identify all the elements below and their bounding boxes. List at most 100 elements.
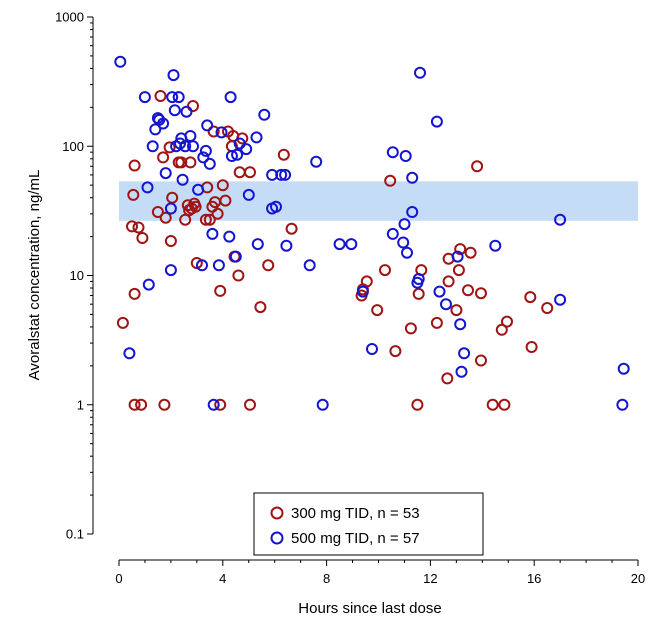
data-point-500mg bbox=[406, 206, 419, 218]
legend-box bbox=[253, 492, 484, 556]
data-point-300mg bbox=[471, 160, 484, 173]
data-point-300mg bbox=[475, 354, 487, 367]
data-point-500mg bbox=[223, 230, 236, 243]
y-tick-label: 0.1 bbox=[66, 527, 84, 542]
data-point-500mg bbox=[316, 398, 329, 411]
data-point-300mg bbox=[389, 345, 402, 358]
legend: 300 mg TID, n = 53 500 mg TID, n = 57 bbox=[253, 492, 484, 556]
data-point-500mg bbox=[240, 143, 253, 156]
data-point-500mg bbox=[397, 236, 410, 249]
data-point-500mg bbox=[172, 91, 185, 104]
data-point-500mg bbox=[176, 173, 189, 186]
data-point-300mg bbox=[203, 213, 216, 226]
data-point-300mg bbox=[262, 259, 275, 272]
data-point-500mg bbox=[489, 239, 502, 252]
data-point-500mg bbox=[114, 55, 127, 68]
data-point-500mg bbox=[167, 69, 180, 82]
legend-marker-500mg bbox=[270, 531, 284, 545]
data-point-500mg bbox=[433, 285, 446, 298]
data-point-500mg bbox=[554, 293, 567, 306]
x-tick-label: 20 bbox=[631, 571, 645, 586]
data-point-300mg bbox=[442, 275, 455, 288]
data-point-300mg bbox=[128, 287, 141, 300]
data-point-500mg bbox=[201, 119, 214, 132]
y-axis-title: Avoralstat concentration, ng/mL bbox=[26, 170, 43, 381]
data-point-300mg bbox=[462, 284, 474, 297]
data-point-300mg bbox=[157, 151, 170, 164]
data-point-300mg bbox=[151, 206, 164, 218]
legend-label-300mg: 300 mg TID, n = 53 bbox=[291, 505, 420, 522]
data-point-300mg bbox=[360, 275, 373, 288]
y-tick-label: 100 bbox=[62, 139, 84, 154]
data-point-500mg bbox=[159, 167, 172, 180]
y-axis-ticks: 0.1 1 10 100 1000 bbox=[55, 10, 93, 542]
data-point-300mg bbox=[136, 232, 149, 244]
data-point-300mg bbox=[285, 222, 298, 235]
data-point-300mg bbox=[116, 316, 129, 329]
data-point-500mg bbox=[225, 150, 238, 162]
data-point-300mg bbox=[525, 341, 538, 353]
data-point-500mg bbox=[123, 347, 136, 360]
data-point-500mg bbox=[164, 202, 177, 215]
data-point-300mg bbox=[464, 246, 477, 259]
data-point-300mg bbox=[211, 207, 224, 220]
data-point-300mg bbox=[475, 287, 487, 300]
data-point-500mg bbox=[197, 151, 210, 164]
data-point-300mg bbox=[127, 188, 140, 201]
data-point-500mg bbox=[554, 213, 567, 226]
data-point-300mg bbox=[498, 398, 511, 411]
data-point-500mg bbox=[451, 250, 464, 263]
data-point-500mg bbox=[207, 398, 220, 411]
data-point-500mg bbox=[616, 398, 629, 411]
y-tick-label: 10 bbox=[70, 268, 84, 283]
data-point-300mg bbox=[277, 148, 290, 161]
data-point-500mg bbox=[196, 259, 208, 272]
data-point-500mg bbox=[430, 115, 443, 128]
data-point-300mg bbox=[207, 125, 220, 138]
data-point-300mg bbox=[135, 398, 148, 411]
x-tick-label: 8 bbox=[323, 571, 330, 586]
data-point-500mg bbox=[184, 130, 197, 142]
legend-label-500mg: 500 mg TID, n = 57 bbox=[291, 530, 420, 547]
data-point-500mg bbox=[617, 362, 630, 375]
data-point-500mg bbox=[258, 108, 271, 121]
data-point-300mg bbox=[216, 179, 229, 192]
data-point-300mg bbox=[430, 316, 443, 329]
data-point-500mg bbox=[280, 239, 293, 252]
data-point-300mg bbox=[126, 220, 138, 233]
data-point-300mg bbox=[244, 398, 256, 411]
data-point-500mg bbox=[192, 183, 205, 196]
data-point-500mg bbox=[333, 238, 346, 251]
data-point-500mg bbox=[179, 140, 192, 153]
data-point-300mg bbox=[163, 141, 176, 154]
data-point-300mg bbox=[501, 315, 513, 328]
data-point-300mg bbox=[219, 194, 232, 207]
data-point-500mg bbox=[212, 259, 225, 272]
data-point-300mg bbox=[412, 287, 425, 300]
data-point-500mg bbox=[164, 264, 177, 277]
data-point-500mg bbox=[398, 218, 411, 231]
data-point-300mg bbox=[244, 166, 256, 179]
data-point-300mg bbox=[184, 156, 197, 169]
data-point-300mg bbox=[495, 323, 508, 336]
x-tick-label: 0 bbox=[115, 571, 122, 586]
data-point-500mg bbox=[270, 200, 282, 213]
data-point-500mg bbox=[138, 91, 151, 104]
x-tick-label: 12 bbox=[423, 571, 437, 586]
data-point-500mg bbox=[401, 246, 413, 259]
data-point-500mg bbox=[250, 131, 263, 144]
data-point-300mg bbox=[452, 264, 465, 277]
data-point-300mg bbox=[132, 221, 145, 234]
data-point-500mg bbox=[187, 140, 199, 153]
data-point-300mg bbox=[404, 322, 417, 335]
data-point-500mg bbox=[142, 278, 155, 291]
data-point-500mg bbox=[157, 117, 170, 130]
data-point-500mg bbox=[251, 238, 264, 251]
y-tick-label: 1000 bbox=[55, 10, 84, 25]
data-point-500mg bbox=[229, 250, 242, 263]
x-axis-title: Hours since last dose bbox=[298, 600, 441, 617]
x-tick-label: 4 bbox=[219, 571, 226, 586]
data-point-300mg bbox=[164, 235, 177, 247]
data-point-500mg bbox=[455, 365, 468, 378]
x-tick-label: 16 bbox=[527, 571, 541, 586]
